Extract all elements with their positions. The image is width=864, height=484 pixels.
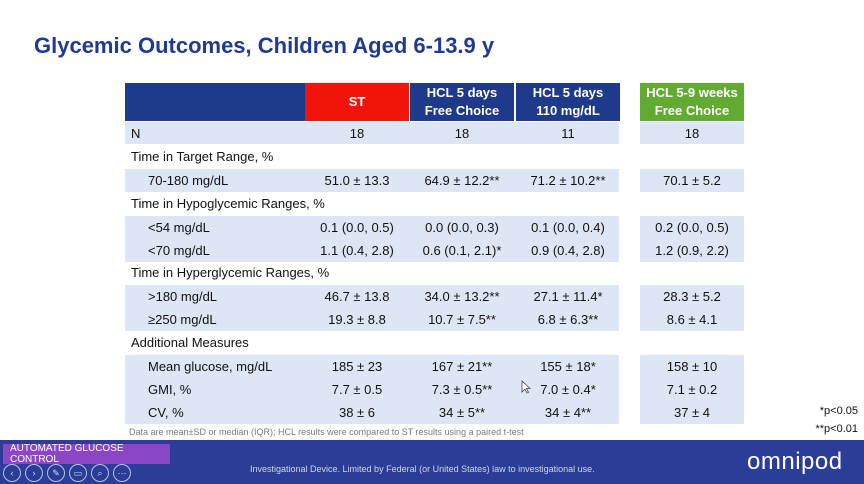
row-label: 70-180 mg/dL xyxy=(148,172,229,188)
column-header: HCL 5-9 weeks Free Choice xyxy=(640,83,744,121)
table-cell: 0.0 (0.0, 0.3) xyxy=(425,219,499,235)
footnote: Data are mean±SD or median (IQR); HCL re… xyxy=(129,427,524,437)
slides-icon: ▭ xyxy=(73,467,83,478)
row-label: <70 mg/dL xyxy=(148,242,210,258)
row-label: GMI, % xyxy=(148,381,192,397)
table-cell: 7.7 ± 0.5 xyxy=(331,381,383,397)
more-button[interactable]: ⋯ xyxy=(113,464,131,482)
table-cell: 38 ± 6 xyxy=(338,404,376,420)
row-band xyxy=(640,122,744,144)
table-cell: 10.7 ± 7.5** xyxy=(428,311,496,327)
row-band xyxy=(125,216,619,262)
row-band xyxy=(640,216,744,262)
table-cell: 0.1 (0.0, 0.4) xyxy=(531,219,605,235)
table-cell: 37 ± 4 xyxy=(673,404,711,420)
row-band xyxy=(640,285,744,331)
table-cell: 7.3 ± 0.5** xyxy=(431,381,493,397)
table-cell: 0.9 (0.4, 2.8) xyxy=(531,242,605,258)
section-title: Time in Hyperglycemic Ranges, % xyxy=(131,265,330,280)
table-cell: 0.2 (0.0, 0.5) xyxy=(655,219,729,235)
previous-icon: ‹ xyxy=(10,468,14,478)
table-cell: 1.1 (0.4, 2.8) xyxy=(320,242,394,258)
table-cell: 6.8 ± 6.3** xyxy=(537,311,599,327)
table-cell: 18 xyxy=(454,125,470,141)
section-title: Time in Target Range, % xyxy=(131,149,274,164)
table-cell: 0.1 (0.0, 0.5) xyxy=(320,219,394,235)
more-icon: ⋯ xyxy=(117,467,127,478)
table-cell: 11 xyxy=(561,125,575,141)
table-cell: 71.2 ± 10.2** xyxy=(530,172,606,188)
table-cell: 7.1 ± 0.2 xyxy=(666,381,718,397)
table-cell: 7.0 ± 0.4* xyxy=(540,381,596,397)
zoom-icon: ⌕ xyxy=(97,467,103,478)
table-cell: 158 ± 10 xyxy=(666,358,718,374)
row-band xyxy=(125,285,619,331)
table-cell: 28.3 ± 5.2 xyxy=(663,288,721,304)
previous-button[interactable]: ‹ xyxy=(3,464,21,482)
omnipod-logo: omnipod xyxy=(747,448,843,475)
table-cell: 167 ± 21** xyxy=(431,358,493,374)
section-title: Additional Measures xyxy=(131,335,249,350)
next-button[interactable]: › xyxy=(25,464,43,482)
row-label: >180 mg/dL xyxy=(148,288,218,304)
row-label: ≥250 mg/dL xyxy=(148,311,217,327)
slides-button[interactable]: ▭ xyxy=(69,464,87,482)
section-tag: AUTOMATED GLUCOSE CONTROL xyxy=(3,443,170,465)
table-cell: 18 xyxy=(349,125,365,141)
table-cell: 8.6 ± 4.1 xyxy=(666,311,718,327)
table-cell: 34.0 ± 13.2** xyxy=(424,288,500,304)
column-header: HCL 5 days 110 mg/dL xyxy=(516,83,620,121)
pen-button[interactable]: ✎ xyxy=(47,464,65,482)
table-cell: 34 ± 4** xyxy=(544,404,592,420)
row-band xyxy=(640,169,744,192)
table-cell: 51.0 ± 13.3 xyxy=(324,172,390,188)
zoom-button[interactable]: ⌕ xyxy=(91,464,109,482)
table-cell: 155 ± 18* xyxy=(540,358,596,374)
section-title: Time in Hypoglycemic Ranges, % xyxy=(131,196,325,211)
table-cell: 185 ± 23 xyxy=(331,358,383,374)
row-band xyxy=(640,355,744,424)
mouse-pointer-icon xyxy=(521,380,531,394)
row-band xyxy=(125,355,619,424)
column-header: HCL 5 days Free Choice xyxy=(410,83,514,121)
table-cell: 70.1 ± 5.2 xyxy=(663,172,721,188)
table-cell: 27.1 ± 11.4* xyxy=(533,288,603,304)
slide-title: Glycemic Outcomes, Children Aged 6-13.9 … xyxy=(34,33,495,58)
next-icon: › xyxy=(32,468,36,478)
pvalue-note-2: **p<0.01 xyxy=(815,423,858,435)
table-cell: 19.3 ± 8.8 xyxy=(328,311,386,327)
row-band xyxy=(125,122,619,144)
row-label: <54 mg/dL xyxy=(148,219,210,235)
table-cell: 18 xyxy=(684,125,700,141)
row-label: N xyxy=(131,125,141,141)
pvalue-note-1: *p<0.05 xyxy=(819,405,858,417)
row-band xyxy=(125,169,619,192)
table-cell: 0.6 (0.1, 2.1)* xyxy=(422,242,502,258)
table-cell: 1.2 (0.9, 2.2) xyxy=(655,242,729,258)
table-cell: 34 ± 5** xyxy=(438,404,486,420)
row-label: Mean glucose, mg/dL xyxy=(148,358,273,374)
pen-icon: ✎ xyxy=(52,467,60,478)
row-label: CV, % xyxy=(148,404,184,420)
column-header: ST xyxy=(305,83,409,121)
table-cell: 64.9 ± 12.2** xyxy=(424,172,500,188)
column-header xyxy=(125,83,305,121)
legal-disclaimer: Investigational Device. Limited by Feder… xyxy=(250,464,595,474)
table-cell: 46.7 ± 13.8 xyxy=(324,288,390,304)
slide-controls: ‹ › ✎ ▭ ⌕ ⋯ xyxy=(3,464,131,482)
